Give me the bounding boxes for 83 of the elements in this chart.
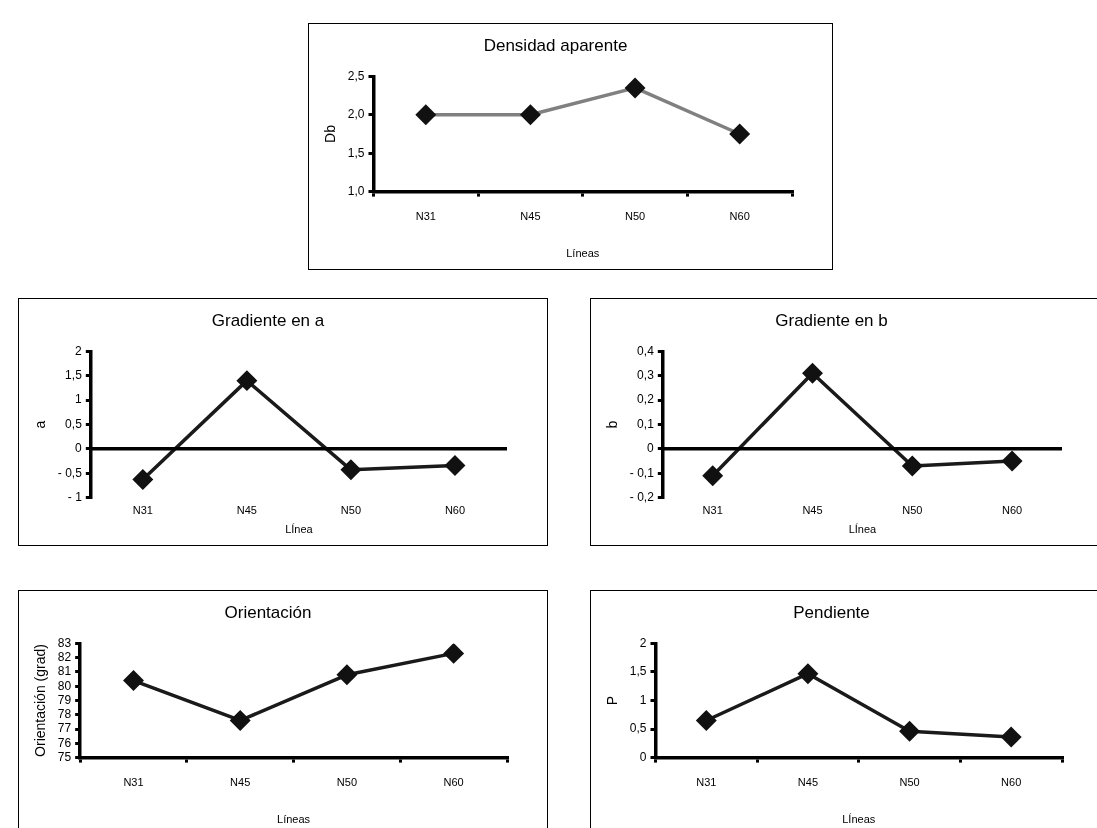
y-axis-title: a — [32, 420, 49, 429]
chart-title: Gradiente en b — [775, 310, 888, 330]
point — [798, 663, 818, 684]
x-tick-label: N45 — [797, 776, 819, 789]
x-axis-title: Líneas — [566, 247, 600, 260]
y-tick-label: 76 — [57, 735, 72, 750]
x-tick-label: N60 — [444, 504, 466, 517]
x-tick-label: N31 — [415, 210, 436, 223]
y-tick-label: 0 — [639, 749, 647, 764]
y-tick-label: 1,0 — [347, 183, 365, 198]
point — [899, 721, 920, 742]
chart-title: Orientación — [224, 602, 312, 622]
y-tick-label: 1 — [75, 392, 83, 407]
y-tick-label: - 1 — [67, 489, 83, 504]
y-tick-label: 2 — [639, 635, 647, 650]
y-axis-title: Orientación (grad) — [32, 644, 49, 757]
point — [230, 710, 250, 731]
point — [337, 665, 357, 685]
y-tick-label: 0,5 — [65, 416, 83, 431]
y-tick-label: 0,4 — [637, 343, 655, 358]
x-tick-label: N50 — [624, 210, 646, 223]
y-axis-title: b — [604, 420, 621, 429]
x-tick-label: N50 — [899, 776, 920, 789]
y-tick-label: 2,0 — [347, 107, 365, 122]
x-tick-label: N50 — [340, 504, 362, 517]
point — [696, 710, 717, 731]
y-tick-label: 77 — [57, 721, 72, 736]
y-axis-title: Db — [322, 124, 339, 143]
x-tick-label: N45 — [230, 776, 251, 789]
y-tick-label: - 0,5 — [57, 465, 83, 480]
x-axis-title: LÍneas — [842, 813, 876, 826]
y-tick-label: 0 — [647, 441, 655, 456]
x-axis-title: Líneas — [277, 813, 311, 826]
x-tick-label: N60 — [1002, 504, 1023, 517]
x-tick-label: N45 — [520, 210, 541, 223]
y-tick-label: 81 — [57, 664, 72, 679]
y-tick-label: 80 — [57, 678, 72, 693]
y-tick-label: 0 — [75, 441, 83, 456]
x-tick-label: N31 — [696, 776, 717, 789]
y-tick-label: - 0,2 — [629, 489, 655, 504]
x-tick-label: N31 — [132, 504, 153, 517]
point — [443, 643, 464, 664]
y-tick-label: 83 — [57, 635, 72, 650]
y-tick-label: 1,5 — [347, 145, 365, 160]
point — [445, 455, 465, 476]
x-tick-label: N31 — [123, 776, 144, 789]
y-tick-label: 0,2 — [637, 392, 655, 407]
x-tick-label: N60 — [1001, 776, 1022, 789]
y-tick-label: 2,5 — [347, 68, 365, 83]
x-tick-label: N31 — [702, 504, 723, 517]
x-tick-label: N45 — [802, 504, 823, 517]
point — [702, 465, 723, 486]
x-tick-label: N50 — [902, 504, 923, 517]
x-tick-label: N60 — [443, 776, 464, 789]
point — [1001, 727, 1021, 747]
y-axis-title: P — [604, 695, 621, 706]
point — [1002, 451, 1022, 471]
point — [237, 370, 257, 391]
x-axis-title: LÍnea — [285, 523, 314, 536]
y-tick-label: - 0,1 — [629, 465, 655, 480]
x-tick-label: N45 — [236, 504, 257, 517]
y-tick-label: 1,5 — [629, 664, 647, 679]
y-tick-label: 1,5 — [65, 368, 83, 383]
y-tick-label: 0,3 — [637, 368, 655, 383]
y-tick-label: 0,1 — [637, 416, 655, 431]
chart-title: Densidad aparente — [483, 35, 628, 55]
y-tick-label: 2 — [75, 343, 83, 358]
y-tick-label: 78 — [57, 707, 72, 722]
y-tick-label: 79 — [57, 692, 72, 707]
x-tick-label: N60 — [729, 210, 750, 223]
chart-title: Pendiente — [793, 602, 870, 622]
x-tick-label: N50 — [336, 776, 358, 789]
chart-title: Gradiente en a — [211, 310, 325, 330]
point — [341, 460, 361, 480]
y-tick-label: 75 — [57, 749, 72, 764]
point — [133, 469, 153, 490]
y-tick-label: 0,5 — [629, 721, 647, 736]
y-tick-label: 1 — [639, 692, 647, 707]
point — [802, 363, 823, 384]
y-tick-label: 82 — [57, 649, 72, 664]
point — [902, 456, 923, 476]
point — [123, 670, 144, 691]
x-axis-title: LÍnea — [848, 523, 878, 536]
